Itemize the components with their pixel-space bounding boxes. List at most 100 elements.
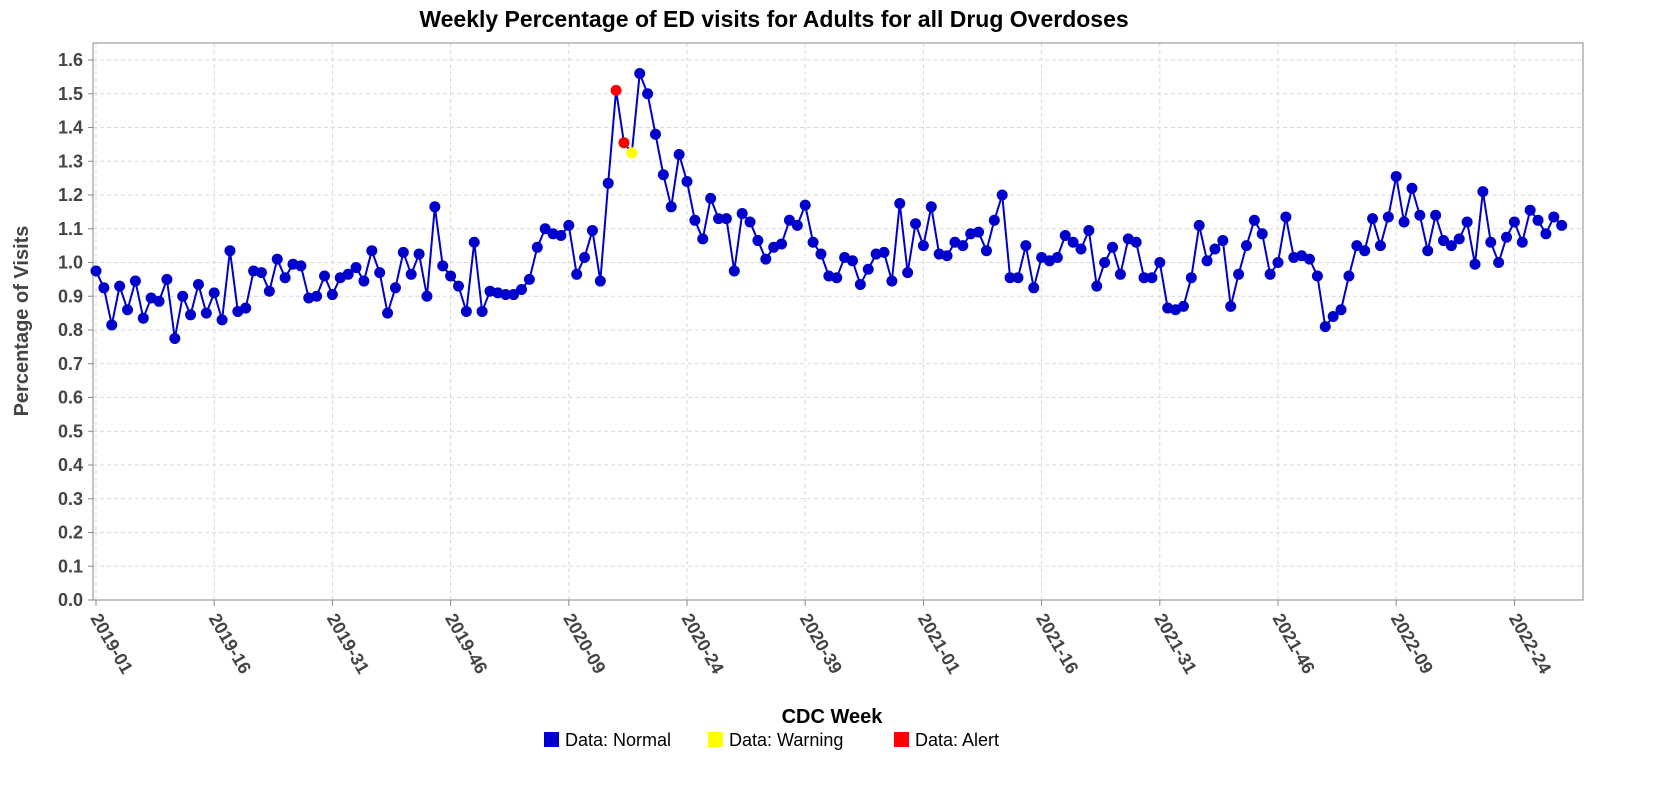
data-point-normal [1501, 231, 1513, 243]
legend-swatch-normal [544, 732, 559, 747]
data-point-normal [697, 233, 709, 245]
data-point-normal [910, 218, 922, 230]
data-point-normal [1051, 251, 1063, 263]
data-point-normal [665, 201, 677, 213]
data-point-normal [1240, 240, 1252, 252]
data-point-normal [894, 197, 906, 209]
data-point-normal [728, 265, 740, 277]
data-point-normal [831, 272, 843, 284]
data-point-normal [973, 226, 985, 238]
data-point-normal [571, 268, 583, 280]
legend-swatch-alert [894, 732, 909, 747]
data-point-normal [405, 268, 417, 280]
data-point-normal [649, 128, 661, 140]
data-point-normal [1414, 209, 1426, 221]
data-point-normal [980, 245, 992, 257]
x-tick-label: 2020-09 [559, 610, 609, 677]
legend-swatch-warning [708, 732, 723, 747]
y-tick-label: 0.4 [58, 455, 83, 475]
data-point-normal [988, 214, 1000, 226]
data-point-normal [429, 201, 441, 213]
data-point-normal [776, 238, 788, 250]
data-point-normal [886, 275, 898, 287]
data-point-normal [720, 213, 732, 225]
y-tick-label: 0.0 [58, 590, 83, 610]
data-point-normal [122, 304, 134, 316]
data-point-normal [846, 255, 858, 267]
data-point-normal [1154, 257, 1166, 268]
y-axis-label: Percentage of Visits [11, 226, 33, 417]
data-point-normal [555, 230, 567, 241]
data-point-normal [1233, 268, 1245, 280]
data-point-normal [516, 284, 528, 295]
data-point-normal [1493, 257, 1505, 268]
x-tick-label: 2019-46 [441, 610, 491, 677]
data-point-normal [744, 216, 756, 228]
data-point-normal [1406, 182, 1418, 194]
data-point-normal [783, 214, 795, 226]
data-point-normal [1335, 304, 1347, 316]
data-point-normal [106, 319, 118, 331]
data-point-normal [1532, 214, 1544, 226]
data-point-normal [681, 176, 693, 187]
data-point-normal [878, 246, 890, 258]
y-tick-label: 1.0 [58, 253, 83, 273]
data-point-normal [421, 290, 433, 302]
data-point-normal [1256, 228, 1268, 240]
data-point-normal [1264, 268, 1276, 280]
data-point-normal [460, 305, 472, 317]
data-point-normal [1540, 228, 1552, 240]
data-point-normal [366, 245, 378, 257]
data-point-normal [1004, 272, 1016, 284]
data-point-normal [476, 305, 488, 317]
data-point-normal [673, 149, 685, 160]
data-point-normal [1075, 243, 1087, 255]
y-tick-label: 0.9 [58, 286, 83, 306]
plot-area [92, 42, 1584, 601]
data-point-normal [1327, 311, 1339, 322]
y-tick-label: 1.6 [58, 50, 83, 70]
data-point-normal [1020, 240, 1032, 252]
data-point-normal [689, 214, 701, 226]
data-point-normal [531, 241, 543, 253]
data-point-normal [240, 302, 252, 314]
data-point-normal [1146, 272, 1158, 284]
x-tick-label: 2020-24 [678, 610, 728, 677]
data-point-normal [358, 275, 370, 287]
data-point-normal [1272, 257, 1284, 268]
data-point-normal [1083, 224, 1095, 236]
data-point-normal [523, 273, 535, 285]
data-point-normal [1398, 216, 1410, 228]
data-point-normal [594, 275, 606, 287]
data-point-normal [586, 224, 598, 236]
data-point-normal [1067, 236, 1079, 248]
data-point-normal [1556, 219, 1568, 231]
data-point-normal [311, 290, 323, 302]
data-point-normal [791, 219, 803, 231]
data-point-normal [216, 314, 228, 326]
data-point-normal [1516, 236, 1528, 248]
data-point-normal [602, 177, 614, 189]
y-axis-ticks: 0.0 0.1 0.2 0.3 0.4 0.5 0.6 0.7 0.8 0.9 1.0 1.1 1.2 1… [58, 50, 93, 610]
data-point-normal [1028, 282, 1040, 294]
y-tick-label: 1.4 [58, 118, 83, 138]
data-point-normal [137, 312, 149, 324]
data-point-normal [642, 88, 654, 100]
data-point-normal [1445, 240, 1457, 252]
data-point-normal [1311, 270, 1323, 282]
x-tick-label: 2019-31 [323, 610, 373, 677]
data-point-normal [114, 280, 126, 292]
data-point-normal [500, 289, 512, 301]
data-point-warning [626, 147, 638, 159]
x-tick-label: 2021-46 [1269, 610, 1319, 677]
data-point-alert [610, 84, 622, 96]
y-tick-label: 0.3 [58, 489, 83, 509]
data-point-normal [350, 262, 362, 274]
data-point-normal [1508, 216, 1520, 228]
data-point-normal [862, 263, 874, 275]
data-point-normal [815, 248, 827, 260]
data-point-normal [634, 68, 646, 79]
data-point-normal [957, 240, 969, 252]
data-point-normal [1107, 241, 1119, 253]
data-point-normal [1548, 211, 1560, 223]
